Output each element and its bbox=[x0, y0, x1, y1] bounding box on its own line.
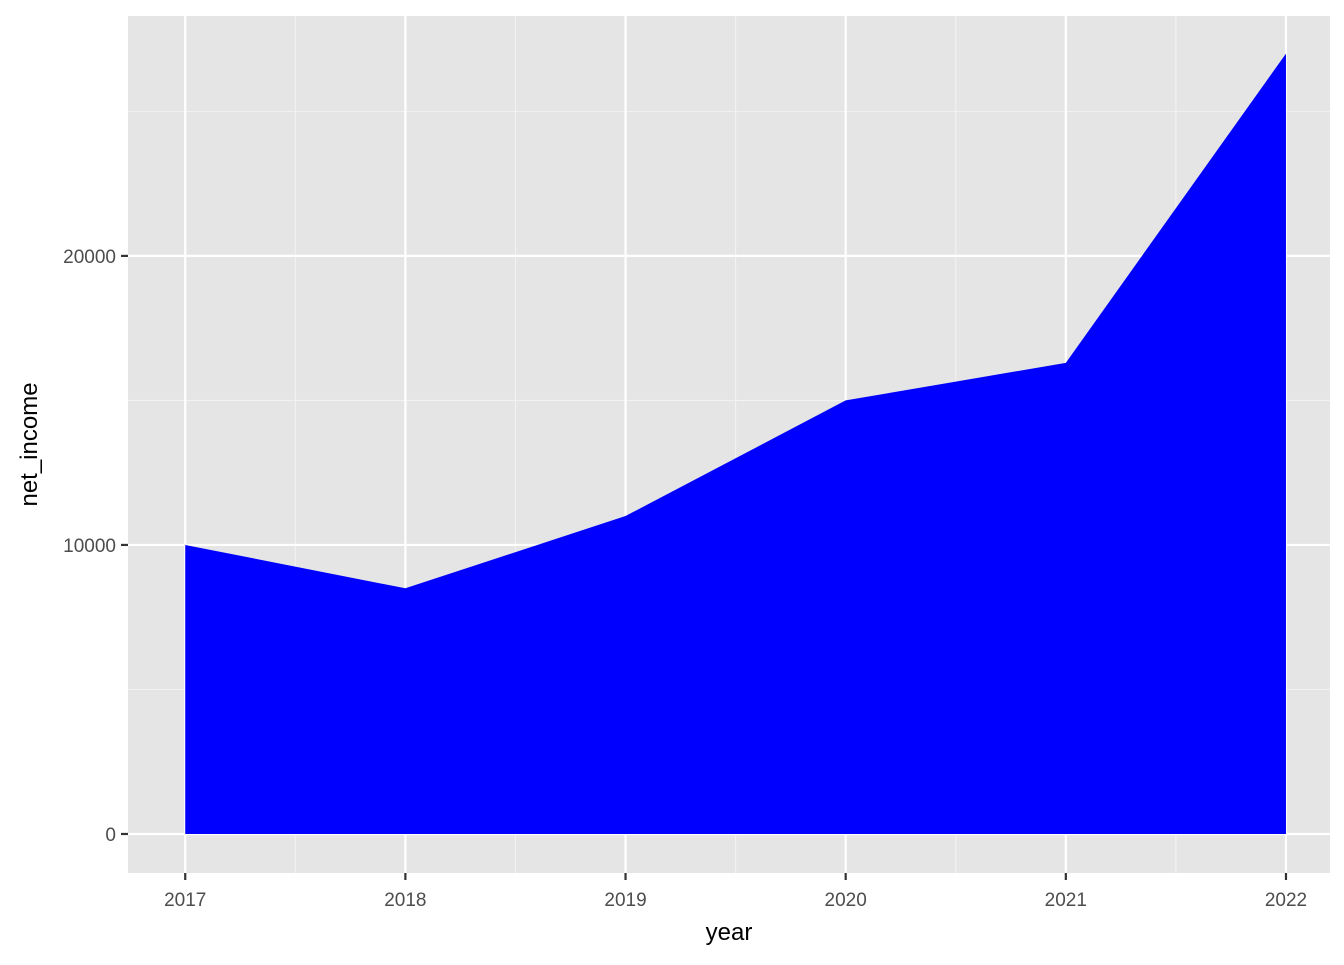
y-tick-label: 10000 bbox=[63, 536, 116, 557]
x-tick-label: 2019 bbox=[604, 890, 646, 911]
y-tick-label: 0 bbox=[105, 825, 116, 846]
x-axis-title: year bbox=[706, 919, 753, 946]
y-axis-ticks: 0 10000 20000 bbox=[63, 247, 128, 846]
y-tick-label: 20000 bbox=[63, 247, 116, 268]
x-axis-ticks: 2017 2018 2019 2020 2021 2022 bbox=[164, 873, 1307, 911]
x-tick-label: 2018 bbox=[384, 890, 426, 911]
x-tick-label: 2021 bbox=[1045, 890, 1087, 911]
y-axis-title: net_income bbox=[16, 382, 43, 506]
x-tick-label: 2022 bbox=[1265, 890, 1307, 911]
x-tick-label: 2017 bbox=[164, 890, 206, 911]
x-tick-label: 2020 bbox=[825, 890, 867, 911]
net-income-area bbox=[185, 53, 1286, 834]
